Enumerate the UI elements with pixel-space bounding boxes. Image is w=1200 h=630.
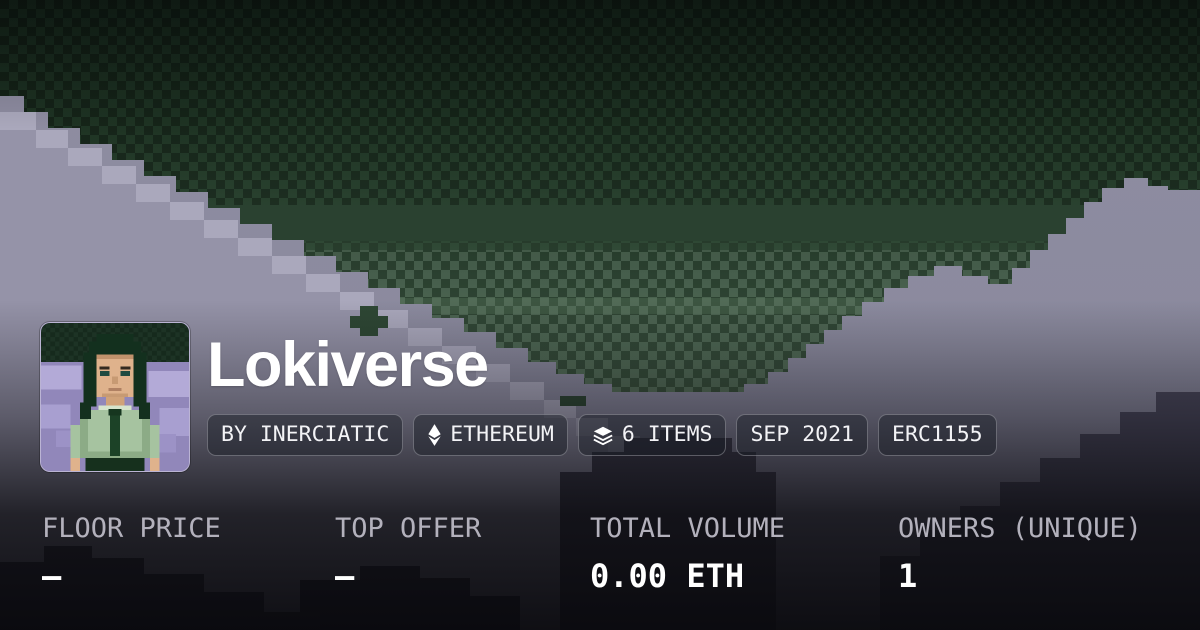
token-standard-badge-label: ERC1155: [892, 422, 983, 448]
token-standard-badge[interactable]: ERC1155: [878, 414, 997, 456]
items-badge[interactable]: 6 ITEMS: [577, 414, 727, 456]
stats-row: FLOOR PRICE — TOP OFFER — TOTAL VOLUME 0…: [42, 515, 1200, 594]
stat-value: —: [335, 556, 355, 595]
badge-row: BY INERCIATIC ETHEREUM: [207, 414, 997, 456]
collection-title: Lokiverse: [207, 330, 489, 400]
layers-icon: [592, 424, 614, 446]
items-badge-label: 6 ITEMS: [621, 422, 713, 448]
collection-header: Lokiverse BY INERCIATIC ETHEREUM: [207, 334, 997, 456]
chain-badge-label: ETHEREUM: [450, 422, 554, 448]
collection-avatar[interactable]: [40, 322, 190, 472]
stat-top-offer: TOP OFFER —: [335, 515, 590, 594]
stat-label: FLOOR PRICE: [42, 512, 221, 544]
stat-total-volume: TOTAL VOLUME 0.00 ETH: [590, 515, 898, 594]
avatar-pixel-art: [41, 323, 189, 471]
creator-badge-label: BY INERCIATIC: [221, 422, 390, 448]
stat-label: TOTAL VOLUME: [590, 512, 786, 544]
stat-value: —: [42, 556, 62, 595]
stat-value: 1: [898, 556, 918, 595]
stat-label: OWNERS (UNIQUE): [898, 512, 1142, 544]
ethereum-icon: [427, 423, 442, 447]
chain-badge[interactable]: ETHEREUM: [413, 414, 568, 456]
created-badge-label: SEP 2021: [750, 422, 855, 448]
stat-floor-price: FLOOR PRICE —: [42, 515, 335, 594]
stat-label: TOP OFFER: [335, 512, 482, 544]
stat-owners-unique: OWNERS (UNIQUE) 1: [898, 515, 1142, 594]
stat-value: 0.00 ETH: [590, 556, 745, 595]
created-badge[interactable]: SEP 2021: [736, 414, 869, 456]
creator-badge[interactable]: BY INERCIATIC: [207, 414, 404, 456]
